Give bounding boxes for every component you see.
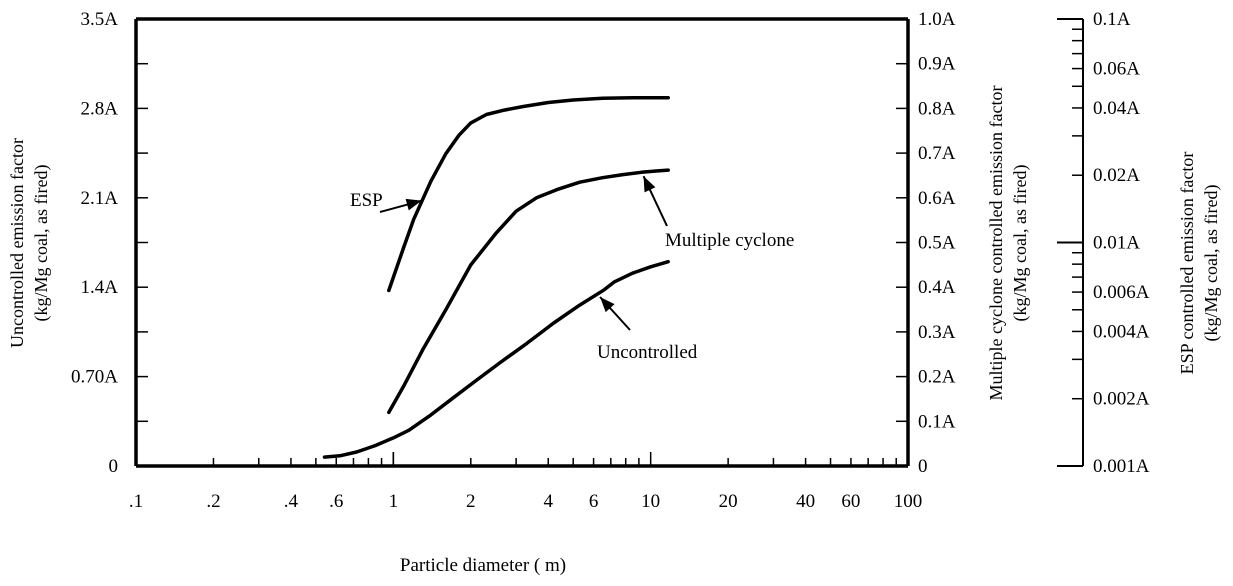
x-tick-label: 10 — [641, 491, 660, 512]
esp-y-tick-label: 0.04A — [1093, 98, 1140, 119]
esp-y-tick-label: 0.006A — [1093, 282, 1150, 303]
right1-y-tick-label: 0.1A — [918, 411, 956, 432]
x-tick-label: 4 — [544, 491, 554, 512]
series-lines — [322, 96, 670, 459]
x-axis: .1 .2 .4 .6 1 2 4 6 10 20 40 60 100 — [129, 452, 922, 512]
left-y-tick-label: 2.8A — [81, 98, 119, 119]
arrow-esp-head — [405, 198, 422, 211]
esp-y-tick-label: 0.001A — [1093, 456, 1150, 477]
right1-y-tick-label: 0.5A — [918, 233, 956, 254]
right1-y-tick-label: 0.7A — [918, 143, 956, 164]
right1-y-tick-label: 1.0A — [918, 9, 956, 30]
arrow-uncontrolled-head — [600, 297, 615, 313]
left-y-axis: 0 0.70A 1.4A 2.1A 2.8A 3.5A — [71, 9, 148, 477]
x-axis-title: Particle diameter ( m) — [400, 555, 566, 576]
esp-y-tick-label: 0.02A — [1093, 165, 1140, 186]
series-line-esp — [387, 96, 670, 293]
right1-axis-title-line1: Multiple cyclone controlled emission fac… — [986, 86, 1006, 401]
esp-y-tick-label: 0.1A — [1093, 9, 1131, 30]
left-y-tick-label: 0.70A — [71, 367, 118, 388]
right2-axis-title-line1: ESP controlled emission factor — [1177, 152, 1197, 375]
right1-axis-title-line2: (kg/Mg coal, as fired) — [1010, 165, 1031, 322]
left-axis-title-line1: Uncontrolled emission factor — [7, 138, 27, 348]
esp-y-tick-label: 0.01A — [1093, 233, 1140, 254]
series-line-multiple-cyclone — [387, 168, 670, 415]
right1-y-tick-label: 0.2A — [918, 367, 956, 388]
right1-y-tick-label: 0.3A — [918, 322, 956, 343]
x-tick-label: 6 — [589, 491, 599, 512]
arrow-multiple-cyclone-head — [643, 176, 656, 193]
right1-y-tick-label: 0.4A — [918, 277, 956, 298]
series-line-uncontrolled — [322, 259, 670, 459]
esp-y-axis: 0.001A 0.002A 0.004A 0.006A 0.01A 0.02A 0.04A 0… — [1057, 9, 1150, 477]
annotation-multiple-cyclone: Multiple cyclone — [665, 230, 794, 251]
right1-y-tick-label: 0.6A — [918, 188, 956, 209]
x-tick-label: 40 — [796, 491, 815, 512]
left-y-tick-label: 1.4A — [81, 277, 119, 298]
right2-axis-title-line2: (kg/Mg coal, as fired) — [1201, 185, 1222, 342]
x-tick-label: .4 — [284, 491, 299, 512]
esp-y-tick-label: 0.002A — [1093, 389, 1150, 410]
x-tick-label: .6 — [329, 491, 343, 512]
esp-y-tick-label: 0.004A — [1093, 321, 1150, 342]
esp-y-tick-label: 0.06A — [1093, 59, 1140, 80]
x-tick-label: 20 — [719, 491, 738, 512]
left-y-tick-label: 0 — [109, 456, 119, 477]
x-tick-label: 1 — [389, 491, 399, 512]
x-tick-label: 100 — [894, 491, 923, 512]
x-tick-label: 2 — [466, 491, 476, 512]
left-axis-title-line2: (kg/Mg coal, as fired) — [31, 165, 52, 322]
left-y-tick-label: 3.5A — [81, 9, 119, 30]
right1-y-tick-label: 0.9A — [918, 54, 956, 75]
x-tick-label: .1 — [129, 491, 143, 512]
multiple-cyclone-y-axis: 0 0.1A 0.2A 0.3A 0.4A 0.5A 0.6A 0.7A 0.8A 0.9A 1.0… — [896, 9, 956, 477]
x-tick-label: .2 — [206, 491, 220, 512]
left-y-tick-label: 2.1A — [81, 188, 119, 209]
right1-y-tick-label: 0.8A — [918, 98, 956, 119]
x-tick-label: 60 — [841, 491, 860, 512]
annotation-esp: ESP — [350, 190, 383, 211]
annotation-uncontrolled: Uncontrolled — [597, 342, 698, 363]
annotations: ESP Multiple cyclone Uncontrolled — [350, 175, 794, 363]
right1-y-tick-label: 0 — [918, 456, 928, 477]
